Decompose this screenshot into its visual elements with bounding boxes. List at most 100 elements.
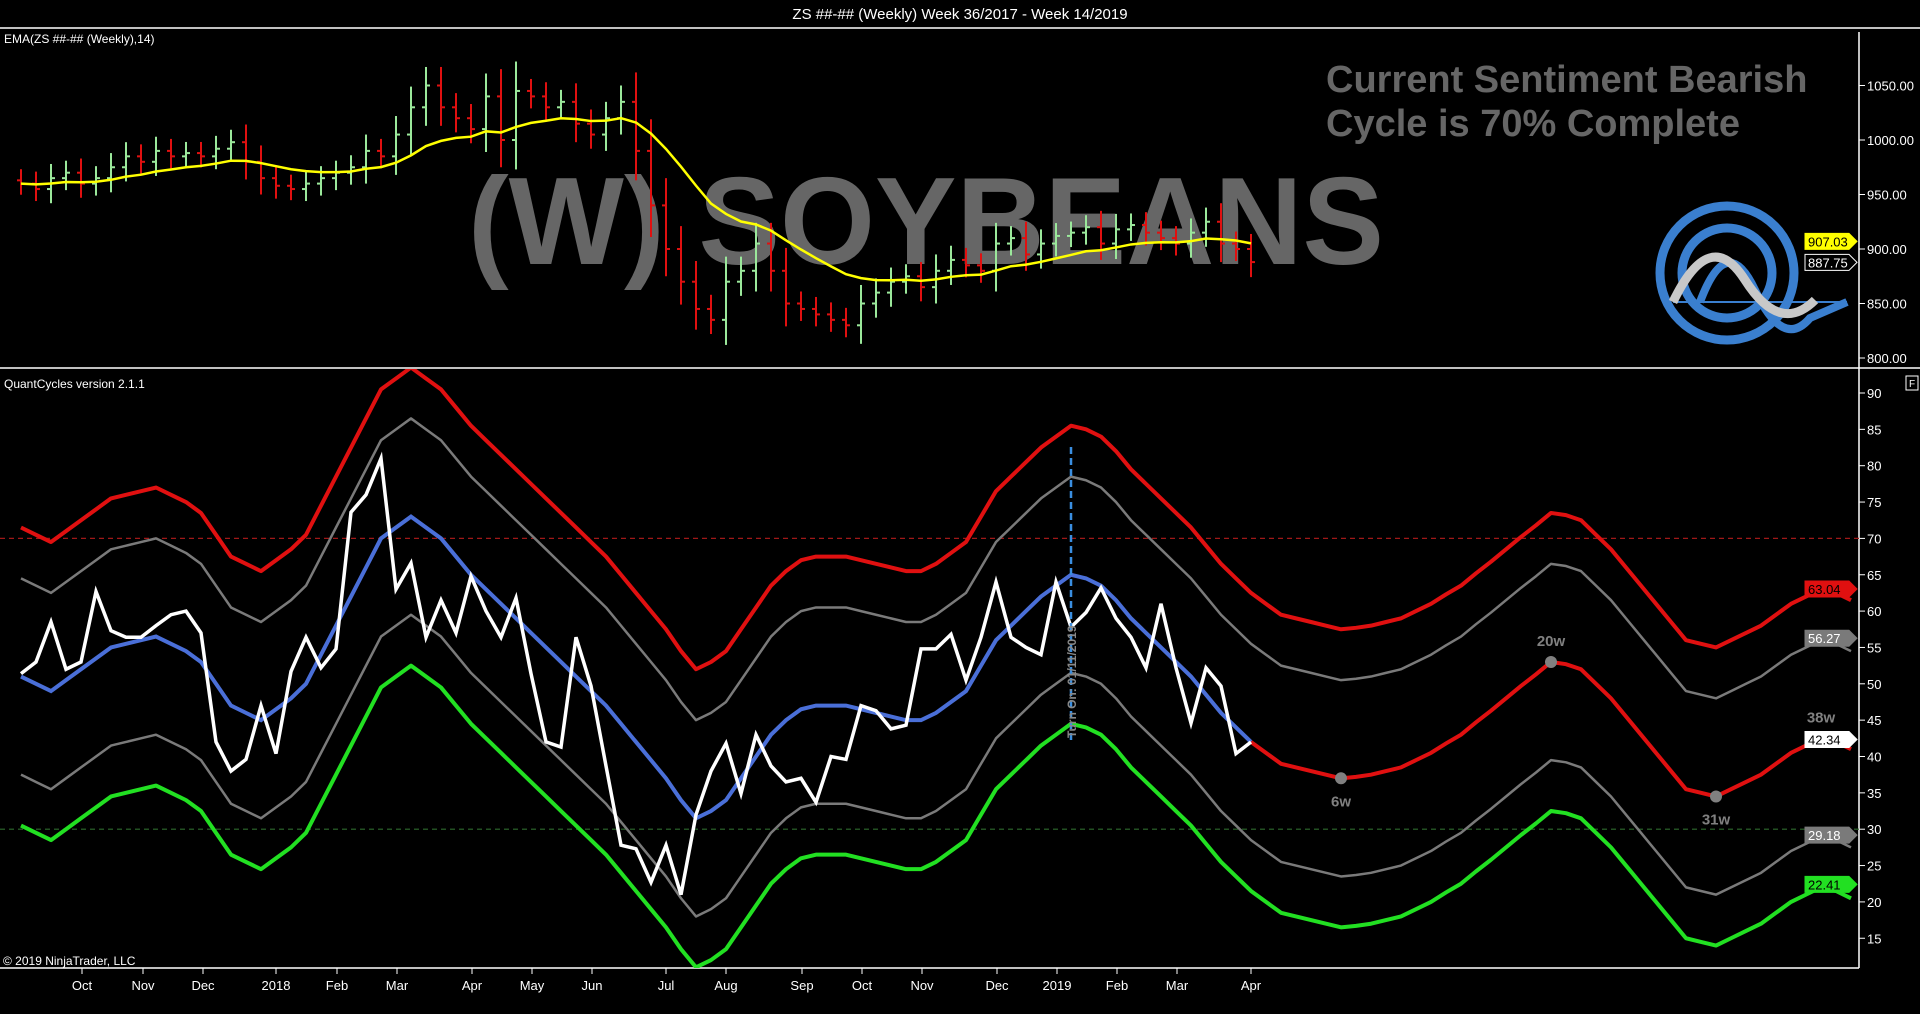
cycle-tick-label: 70: [1867, 531, 1881, 546]
price-bar: [737, 256, 745, 296]
price-bar: [647, 119, 655, 238]
inner-upper-band-line: [20, 417, 1852, 722]
price-tick-label: 1000.00: [1867, 133, 1914, 148]
price-bar: [1142, 212, 1150, 246]
cycle-marker-label: 38w: [1807, 709, 1836, 726]
cycle-value-tag-text: 63.04: [1808, 582, 1841, 597]
price-bar: [797, 291, 805, 321]
x-tick-label: Dec: [191, 978, 215, 993]
panel-f-label: F: [1909, 379, 1915, 390]
cycle-value-tag-box: [1804, 875, 1858, 893]
x-tick-label: Oct: [852, 978, 873, 993]
watermark-text: (W) SOYBEANS: [468, 153, 1384, 291]
window-title: ZS ##-## (Weekly) Week 36/2017 - Week 14…: [792, 6, 1127, 23]
price-bar: [1232, 231, 1240, 261]
panel-f-button[interactable]: F: [1905, 375, 1919, 391]
price-bar: [572, 83, 580, 143]
price-bar: [722, 256, 730, 345]
cycle-tick-label: 30: [1867, 822, 1881, 837]
x-tick-label: Oct: [72, 978, 93, 993]
ema-value-tag: 907.03: [1804, 232, 1858, 250]
price-bar: [452, 93, 460, 133]
price-bar: [782, 247, 790, 327]
price-bar: [407, 86, 415, 156]
cycle-tick-label: 55: [1867, 640, 1881, 655]
ema-value-tag-box: [1804, 232, 1858, 250]
cycle-panel-title: QuantCycles version 2.1.1: [4, 377, 145, 391]
price-bar: [302, 171, 310, 202]
cycle-marker-label: 20w: [1537, 633, 1566, 650]
price-bar: [437, 66, 445, 126]
price-tick-label: 800.00: [1867, 351, 1907, 366]
cycle-value-tag: 63.04: [1804, 580, 1858, 598]
x-tick-label: 2019: [1043, 978, 1072, 993]
price-panel: [17, 61, 1255, 345]
price-bar: [1157, 220, 1165, 251]
cycle-tick-label: 15: [1867, 931, 1881, 946]
cycle-value-tag-text: 29.18: [1808, 828, 1841, 843]
ema-line: [20, 116, 1252, 282]
cycle-value-tag-text: 22.41: [1808, 877, 1841, 892]
cycle-value-tag: 56.27: [1804, 629, 1858, 647]
inner-lower-band-line: [20, 613, 1852, 918]
cycle-marker-label: 31w: [1702, 811, 1731, 828]
x-tick-label: Mar: [386, 978, 409, 993]
price-bar: [1082, 215, 1090, 245]
cycle-tick-label: 80: [1867, 459, 1881, 474]
price-bar: [77, 158, 85, 198]
turn-line-label: Turn On: 01/11/2019: [1065, 625, 1079, 738]
price-bar: [122, 142, 130, 182]
cycle-tick-label: 90: [1867, 386, 1881, 401]
cycle-tick-label: 20: [1867, 895, 1881, 910]
cycle-tick-label: 40: [1867, 750, 1881, 765]
last-price-tag-box: [1804, 253, 1858, 271]
cycle-value-tag-box: [1804, 730, 1858, 748]
price-tick-label: 900.00: [1867, 242, 1907, 257]
cycle-value-tag-box: [1804, 629, 1858, 647]
price-bar: [1187, 218, 1195, 258]
price-bar: [557, 89, 565, 120]
cycle-complete-text: Cycle is 70% Complete: [1326, 103, 1740, 145]
upper-band-line: [20, 369, 1852, 672]
price-bar: [887, 267, 895, 307]
price-bar: [857, 284, 865, 344]
cycle-panel: Turn On: 01/11/2019 6w 20w 31w 38w: [0, 369, 1859, 968]
price-bar: [632, 72, 640, 181]
price-bar: [137, 144, 145, 174]
quantcycles-logo: [1655, 201, 1849, 345]
cycle-value-tag-text: 42.34: [1808, 732, 1841, 747]
price-bar: [1127, 213, 1135, 241]
x-tick-label: 2018: [262, 978, 291, 993]
x-tick-label: Jun: [582, 978, 603, 993]
last-price-tag-text: 887.75: [1808, 255, 1848, 270]
cycle-value-tag-box: [1804, 580, 1858, 598]
price-bar: [812, 296, 820, 327]
price-bar: [167, 138, 175, 169]
x-tick-label: Sep: [790, 978, 813, 993]
cycle-value-tag: 22.41: [1804, 875, 1858, 893]
price-tick-label: 950.00: [1867, 188, 1907, 203]
x-tick-label: Feb: [1106, 978, 1128, 993]
lower-band-line: [20, 663, 1852, 968]
price-bar: [377, 138, 385, 169]
x-tick-label: May: [520, 978, 545, 993]
price-bar: [272, 165, 280, 199]
cycle-value-tag-box: [1804, 826, 1858, 844]
price-tick-label: 1050.00: [1867, 79, 1914, 94]
price-bar: [842, 307, 850, 338]
cycle-tick-label: 25: [1867, 859, 1881, 874]
x-tick-label: Dec: [985, 978, 1009, 993]
x-tick-label: Apr: [1241, 978, 1262, 993]
cycle-tick-label: 45: [1867, 713, 1881, 728]
price-bar: [602, 101, 610, 151]
last-price-tag: 887.75: [1804, 253, 1858, 271]
cycle-tick-label: 50: [1867, 677, 1881, 692]
price-bar: [872, 278, 880, 318]
price-bar: [707, 294, 715, 335]
ema-value-tag-text: 907.03: [1808, 234, 1848, 249]
oscillator-line: [19, 451, 1253, 896]
x-tick-label: Aug: [714, 978, 737, 993]
price-bar: [182, 141, 190, 168]
copyright: © 2019 NinjaTrader, LLC: [3, 954, 136, 968]
